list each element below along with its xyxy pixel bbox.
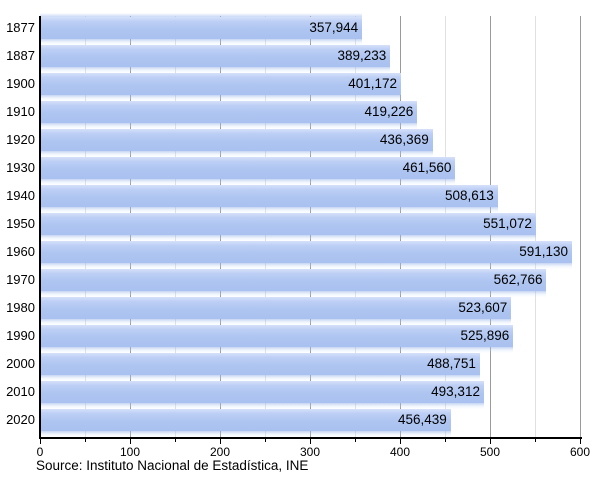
- bar-value-label: 436,369: [379, 132, 429, 147]
- bar-reflection: [40, 39, 363, 45]
- bar-value-label: 488,751: [427, 356, 476, 371]
- bar-reflection: [40, 207, 498, 213]
- bar-value-label: 562,766: [493, 272, 543, 287]
- category-label: 1970: [6, 272, 35, 287]
- axis-tick: [580, 439, 581, 444]
- bar-value-label: 456,439: [397, 412, 447, 427]
- axis-tick: [175, 439, 176, 442]
- category-label: 2010: [6, 384, 35, 399]
- category-label: 1950: [6, 216, 35, 231]
- bar: 419,226: [40, 101, 418, 123]
- bar-value-label: 523,607: [458, 300, 508, 315]
- axis-tick: [130, 439, 131, 444]
- bar: 456,439: [40, 409, 451, 431]
- bar-reflection: [40, 67, 391, 73]
- bar-reflection: [40, 235, 536, 241]
- axis-tick: [445, 439, 446, 442]
- category-label: 2020: [6, 412, 35, 427]
- bar-reflection: [40, 347, 514, 353]
- x-tick-label: 100: [119, 445, 141, 459]
- grid-line-major: [580, 16, 581, 437]
- category-label: 1960: [6, 244, 35, 259]
- bar-value-label: 401,172: [348, 76, 398, 91]
- category-label: 1877: [6, 20, 35, 35]
- bar: 525,896: [40, 325, 514, 347]
- bar-reflection: [40, 123, 418, 129]
- axis-tick: [400, 439, 401, 444]
- category-label: 1887: [6, 48, 35, 63]
- bar-value-label: 419,226: [364, 104, 414, 119]
- x-tick-label: 200: [209, 445, 231, 459]
- bar: 401,172: [40, 73, 402, 95]
- x-tick-label: 0: [36, 445, 44, 459]
- axis-tick: [310, 439, 311, 444]
- source-caption: Source: Instituto Nacional de Estadístic…: [36, 458, 309, 473]
- axis-tick: [220, 439, 221, 444]
- bar: 591,130: [40, 241, 573, 263]
- bar-reflection: [40, 95, 402, 101]
- bar-reflection: [40, 151, 433, 157]
- bar: 508,613: [40, 185, 498, 207]
- category-label: 1990: [6, 328, 35, 343]
- bar-reflection: [40, 375, 480, 381]
- category-label: 1930: [6, 160, 35, 175]
- bar: 436,369: [40, 129, 433, 151]
- x-tick-label: 600: [569, 445, 591, 459]
- category-label: 1980: [6, 300, 35, 315]
- axis-tick: [85, 439, 86, 442]
- axis-tick: [265, 439, 266, 442]
- bar: 523,607: [40, 297, 512, 319]
- bar-value-label: 357,944: [309, 20, 359, 35]
- bar: 493,312: [40, 381, 484, 403]
- bar-reflection: [40, 431, 451, 437]
- bar-value-label: 591,130: [519, 244, 569, 259]
- bar-value-label: 525,896: [460, 328, 510, 343]
- bar-reflection: [40, 179, 456, 185]
- y-axis-line: [39, 16, 41, 437]
- bar-value-label: 551,072: [483, 216, 532, 231]
- x-tick-label: 500: [479, 445, 501, 459]
- category-label: 2000: [6, 356, 35, 371]
- bar-reflection: [40, 319, 512, 325]
- bar: 488,751: [40, 353, 480, 375]
- bar: 461,560: [40, 157, 456, 179]
- bar-reflection: [40, 403, 484, 409]
- axis-tick: [40, 439, 41, 444]
- bar: 562,766: [40, 269, 547, 291]
- x-axis-line: [39, 437, 582, 439]
- bar-value-label: 461,560: [402, 160, 452, 175]
- category-label: 1940: [6, 188, 35, 203]
- bar-value-label: 389,233: [337, 48, 387, 63]
- axis-tick: [355, 439, 356, 442]
- bar: 551,072: [40, 213, 536, 235]
- bar-reflection: [40, 291, 547, 297]
- bar: 357,944: [40, 17, 363, 39]
- x-tick-label: 400: [389, 445, 411, 459]
- category-label: 1920: [6, 132, 35, 147]
- bar-lead-in: [40, 13, 363, 17]
- category-label: 1910: [6, 104, 35, 119]
- axis-tick: [535, 439, 536, 442]
- bar: 389,233: [40, 45, 391, 67]
- bar-value-label: 493,312: [431, 384, 480, 399]
- axis-tick: [490, 439, 491, 444]
- x-tick-label: 300: [299, 445, 321, 459]
- category-label: 1900: [6, 76, 35, 91]
- bar-value-label: 508,613: [444, 188, 494, 203]
- bar-reflection: [40, 263, 573, 269]
